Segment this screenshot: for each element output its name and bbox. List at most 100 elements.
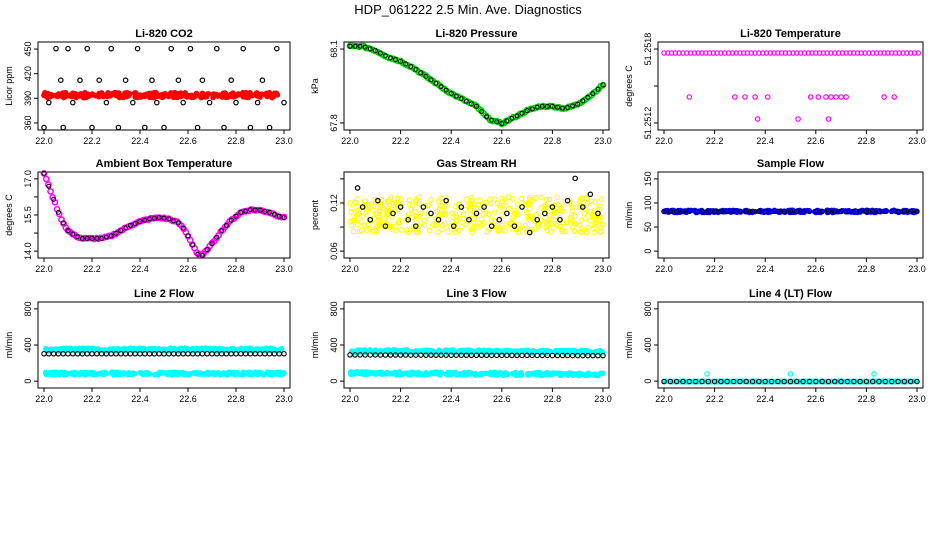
x-tick-label: 22.4: [442, 264, 460, 274]
data-point: [599, 221, 606, 228]
data-point: [518, 195, 525, 202]
data-point: [523, 201, 529, 208]
x-tick-label: 22.8: [227, 264, 245, 274]
data-point: [583, 195, 590, 201]
data-point: [514, 113, 520, 119]
data-point: [800, 378, 806, 385]
data-point: [389, 214, 395, 220]
data-point: [359, 204, 366, 210]
data-point: [813, 50, 819, 56]
data-point: [570, 103, 576, 109]
data-point: [369, 207, 376, 213]
data-point: [194, 370, 201, 376]
data-point: [491, 217, 497, 224]
data-point: [787, 371, 794, 377]
data-point: [428, 352, 434, 358]
data-point: [367, 216, 374, 223]
data-point: [569, 352, 576, 359]
data-point: [262, 208, 268, 214]
data-point: [215, 93, 221, 99]
data-point: [743, 208, 749, 215]
x-tick-label: 22.2: [392, 394, 410, 404]
data-point: [113, 230, 119, 236]
data-point: [807, 94, 814, 100]
y-tick-label: 800: [643, 301, 653, 316]
data-point: [686, 94, 693, 100]
data-point: [408, 63, 414, 69]
data-point: [815, 94, 822, 100]
data-point: [515, 225, 521, 232]
data-point: [786, 50, 792, 56]
data-point: [672, 50, 679, 56]
data-point: [82, 372, 89, 378]
data-point: [468, 226, 474, 233]
data-point: [278, 345, 285, 352]
data-point: [137, 219, 143, 225]
data-point: [352, 43, 358, 49]
data-point: [509, 352, 515, 359]
data-point: [511, 223, 518, 229]
data-point: [730, 208, 737, 215]
data-point: [838, 378, 844, 385]
data-point: [763, 50, 770, 56]
data-point: [198, 94, 204, 101]
data-point: [449, 210, 455, 217]
data-point: [478, 352, 485, 359]
x-tick-label: 22.8: [858, 264, 876, 274]
y-axis-label: ml/min: [310, 332, 320, 359]
data-point: [588, 198, 595, 204]
data-point: [267, 209, 273, 215]
data-point: [206, 99, 213, 106]
data-point: [691, 50, 698, 56]
data-point: [388, 196, 394, 203]
data-point: [549, 204, 556, 210]
data-point: [413, 66, 419, 72]
data-point: [562, 371, 568, 377]
data-point: [572, 175, 578, 182]
data-point: [539, 352, 546, 359]
data-point: [253, 346, 260, 353]
data-point: [850, 50, 857, 56]
data-point: [132, 220, 138, 226]
series-rh_fast: [347, 194, 606, 236]
data-point: [514, 211, 521, 218]
data-point: [418, 70, 424, 76]
data-point: [507, 221, 513, 228]
data-point: [592, 199, 599, 205]
panel-8: Line 3 Flow 22.0 22.2 22.4 22.6 22.8 23.0 0 400 8…: [310, 288, 612, 404]
data-point: [238, 351, 244, 357]
data-point: [759, 50, 766, 56]
data-point: [240, 89, 246, 96]
data-point: [463, 221, 469, 228]
data-point: [876, 208, 882, 215]
data-point: [421, 222, 428, 228]
data-point: [226, 369, 232, 375]
data-point: [413, 352, 419, 358]
data-point: [392, 369, 398, 376]
series-line4_spikes: [704, 371, 877, 377]
data-point: [754, 116, 761, 122]
data-point: [418, 352, 424, 358]
data-point: [475, 202, 481, 209]
data-point: [600, 82, 606, 88]
data-point: [385, 370, 392, 377]
data-point: [415, 213, 422, 220]
data-point: [559, 226, 565, 233]
data-point: [762, 378, 768, 385]
data-point: [438, 84, 444, 90]
data-point: [254, 99, 261, 106]
data-point: [888, 50, 895, 56]
data-point: [580, 98, 586, 104]
data-point: [718, 208, 724, 215]
data-point: [377, 352, 384, 358]
data-point: [204, 247, 210, 253]
data-point: [673, 378, 680, 385]
data-point: [592, 220, 598, 227]
data-point: [269, 94, 275, 101]
x-tick-label: 22.2: [392, 264, 410, 274]
data-point: [705, 378, 712, 385]
data-point: [51, 198, 59, 206]
data-point: [514, 352, 520, 359]
x-tick-label: 22.8: [544, 394, 562, 404]
data-point: [809, 50, 815, 56]
